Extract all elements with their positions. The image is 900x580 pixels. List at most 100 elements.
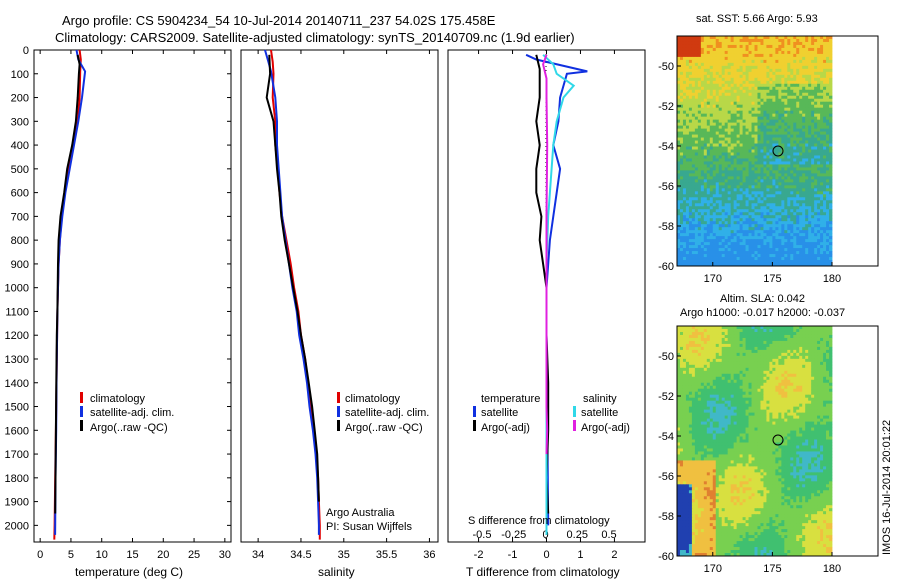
map-cell: [703, 116, 708, 121]
map-cell: [793, 191, 797, 195]
map-cell: [679, 41, 684, 46]
map-cell: [742, 152, 746, 156]
map-cell: [802, 179, 806, 183]
map-cell: [751, 167, 755, 171]
map-cell: [814, 215, 818, 219]
map-cell: [694, 47, 699, 52]
map-cell: [787, 206, 791, 210]
x-tick-label: 30: [219, 549, 231, 561]
map-cell: [763, 200, 767, 204]
map-cell: [677, 260, 681, 264]
map-cell: [778, 173, 782, 177]
map-cell: [775, 361, 779, 366]
map-cell: [823, 182, 827, 186]
map-cell: [802, 140, 806, 144]
map-cell: [790, 47, 794, 52]
map-cell: [754, 170, 758, 174]
map-cell: [775, 227, 779, 231]
map-cell: [724, 53, 729, 58]
map-cell: [677, 149, 681, 153]
map-cell: [745, 107, 749, 112]
map-cell: [787, 179, 791, 183]
annotation-line1: Argo Australia: [326, 507, 395, 519]
map-cell: [718, 197, 723, 201]
map-cell: [754, 352, 758, 357]
map-cell: [718, 68, 723, 73]
map-cell: [677, 239, 681, 243]
map-cell: [760, 200, 764, 204]
map-cell: [733, 131, 738, 135]
map-cell: [677, 185, 681, 189]
map-cell: [730, 364, 735, 369]
map-cell: [721, 197, 726, 201]
map-cell: [793, 331, 797, 336]
map-cell: [772, 149, 776, 153]
map-cell: [775, 176, 779, 180]
map-cell: [817, 41, 821, 46]
map-cell: [805, 161, 809, 165]
map-cell: [677, 200, 681, 204]
map-cell: [748, 116, 752, 121]
map-cell: [754, 41, 758, 46]
map-cell: [778, 134, 782, 138]
map-cell: [778, 349, 782, 354]
map-cell: [751, 116, 755, 121]
map-cell: [709, 65, 714, 70]
map-cell: [712, 185, 717, 189]
map-cell: [694, 328, 699, 333]
map-cell: [799, 155, 803, 159]
map-cell: [721, 86, 726, 91]
map-cell: [799, 176, 803, 180]
map-cell: [712, 41, 717, 46]
map-cell: [706, 119, 711, 124]
map-cell: [712, 221, 717, 225]
map-cell: [769, 77, 773, 82]
legend-climatology: climatology: [345, 393, 401, 405]
map-cell: [733, 176, 738, 180]
map-cell: [706, 358, 711, 363]
map-cell: [727, 134, 732, 138]
map-cell: [808, 68, 812, 73]
map-cell: [814, 143, 818, 147]
map-cell: [766, 263, 770, 267]
map-cell: [697, 218, 702, 222]
map-cell: [745, 36, 749, 40]
map-cell: [685, 146, 690, 150]
map-cell: [805, 200, 809, 204]
map-cell: [721, 83, 726, 88]
map-cell: [703, 263, 708, 267]
map-cell: [727, 128, 732, 132]
depth-tick-label: 1100: [5, 306, 29, 318]
map-cell: [778, 203, 782, 207]
map-cell: [793, 83, 797, 88]
map-cell: [784, 137, 788, 141]
map-cell: [742, 62, 746, 67]
map-cell: [808, 116, 812, 121]
map-cell: [691, 62, 696, 67]
map-cell: [775, 200, 779, 204]
map-cell: [706, 146, 711, 150]
map-cell: [823, 36, 827, 40]
map-cell: [703, 355, 708, 360]
map-cell: [826, 352, 830, 357]
map-cell: [811, 212, 815, 216]
map-cell: [745, 328, 749, 333]
map-cell: [778, 182, 782, 186]
map-cell: [820, 206, 824, 210]
legend-swatch-s-satellite: [573, 406, 576, 417]
map-cell: [685, 89, 690, 94]
depth-tick-label: 1400: [5, 378, 29, 390]
map-cell: [784, 119, 788, 124]
map-cell: [796, 254, 800, 258]
map-cell: [682, 257, 687, 261]
map-cell: [826, 215, 830, 219]
map-cell: [697, 361, 702, 366]
map-cell: [808, 125, 812, 129]
map-cell: [805, 209, 809, 213]
map-cell: [778, 334, 782, 339]
map-cell: [685, 149, 690, 153]
map-cell: [715, 185, 720, 189]
map-cell: [808, 257, 812, 261]
map-cell: [826, 218, 830, 222]
map-cell: [718, 346, 723, 351]
